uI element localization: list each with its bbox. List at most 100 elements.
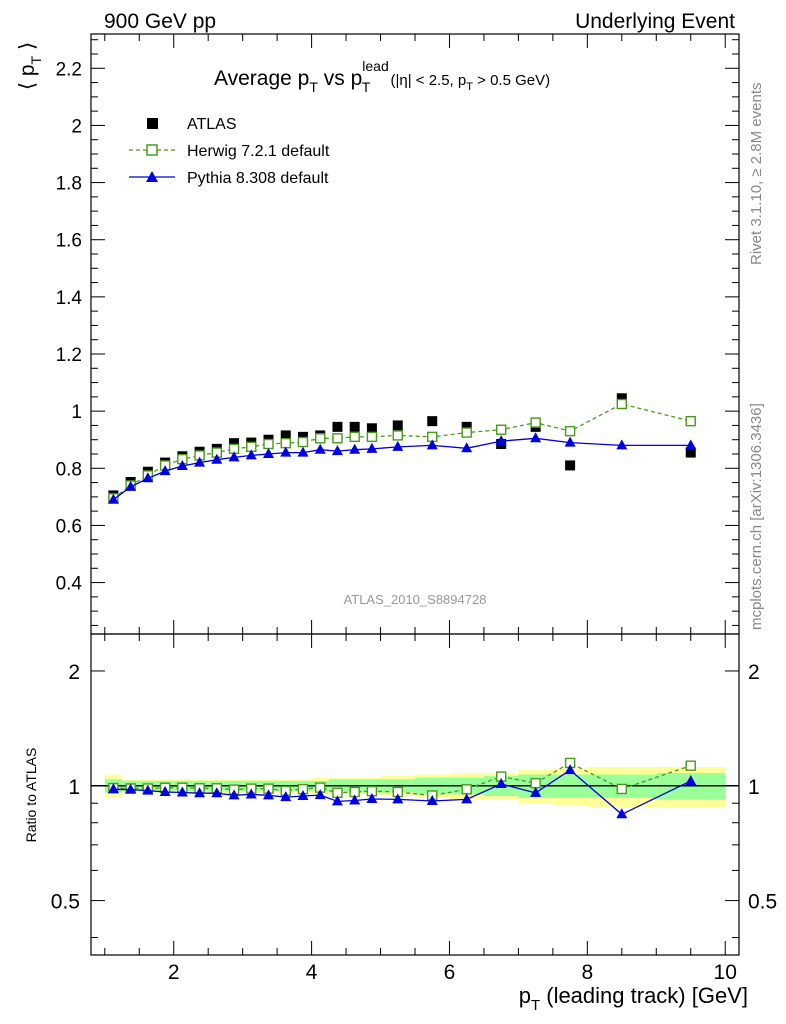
herwig-point (564, 425, 576, 437)
pythia-ratio-point (107, 783, 119, 794)
pythia-ratio-point (331, 795, 343, 806)
pythia-point (331, 445, 343, 456)
legend: ATLAS Herwig 7.2.1 default Pythia 8.308 … (129, 116, 330, 187)
herwig-point (616, 398, 628, 410)
pythia-ratio-point (616, 808, 628, 819)
legend-label-atlas: ATLAS (187, 116, 237, 133)
pythia-point (564, 436, 576, 447)
herwig-point (349, 431, 360, 443)
pythia-ratio-point (245, 788, 257, 799)
herwig-ratio-point (461, 784, 472, 795)
pythia-ratio-point (349, 794, 361, 805)
atlas-point (427, 416, 438, 427)
legend-marker-atlas (147, 118, 158, 129)
main-y-tick-label: 1.4 (56, 288, 83, 309)
pythia-ratio-point (461, 793, 473, 804)
legend-entry-atlas: ATLAS (147, 116, 237, 133)
herwig-point (461, 427, 472, 438)
main-y-tick-label: 1.2 (56, 345, 82, 366)
atlas-point (366, 423, 377, 434)
pythia-ratio-point (211, 787, 223, 798)
legend-marker-herwig (146, 144, 158, 156)
analysis-label: ATLAS_2010_S8894728 (344, 592, 487, 607)
pythia-point (280, 446, 292, 457)
pythia-point (245, 449, 257, 460)
pythia-ratio-point (685, 775, 697, 786)
herwig-point (297, 436, 309, 448)
pythia-point (685, 439, 697, 450)
atlas-point (349, 421, 360, 432)
herwig-point (263, 438, 274, 450)
pythia-point (211, 453, 223, 464)
atlas-point (616, 393, 627, 404)
pythia-point (263, 448, 275, 458)
legend-marker-pythia (146, 171, 158, 182)
herwig-ratio-point (530, 777, 541, 789)
pythia-point (107, 493, 119, 504)
ratio-y-axis-label: Ratio to ATLAS (23, 748, 39, 843)
atlas-point (565, 460, 576, 471)
legend-label-pythia: Pythia 8.308 default (187, 170, 329, 187)
herwig-point (315, 433, 326, 444)
pythia-ratio-point (263, 789, 275, 800)
pythia-point (228, 451, 240, 462)
legend-label-herwig: Herwig 7.2.1 default (187, 143, 330, 160)
ratio-y-tick-label-left: 1 (68, 776, 80, 799)
pythia-ratio-point (228, 789, 240, 800)
herwig-point (332, 433, 343, 444)
main-y-tick-label: 0.8 (56, 459, 82, 480)
pythia-ratio-point (530, 786, 542, 797)
atlas-point (685, 447, 696, 458)
atlas-point (461, 421, 472, 432)
herwig-ratio-point (616, 783, 628, 795)
pythia-ratio-point (159, 786, 171, 797)
ratio-y-tick-label-right: 0.5 (748, 891, 777, 914)
x-tick-label: 8 (581, 961, 593, 984)
pythia-ratio-point (142, 784, 154, 795)
main-y-axis-label: ⟨ pT ⟩ (16, 42, 44, 90)
herwig-point (495, 424, 507, 435)
pythia-point (349, 443, 361, 454)
atlas-point (332, 421, 343, 432)
rivet-version-label: Rivet 3.1.10, ≥ 2.8M events (748, 83, 765, 266)
herwig-point (392, 430, 403, 441)
main-y-tick-label: 1.8 (56, 174, 82, 195)
pythia-ratio-point (392, 793, 404, 804)
pythia-ratio-point (280, 791, 292, 802)
ratio-y-tick-label-right: 2 (748, 661, 760, 684)
herwig-line (113, 403, 691, 499)
series-layer (107, 393, 697, 819)
main-y-tick-label: 0.6 (56, 516, 82, 537)
pythia-point (159, 465, 171, 476)
pythia-point (176, 460, 188, 470)
pythia-point (314, 443, 326, 454)
pythia-point (366, 442, 378, 453)
herwig-point (366, 431, 378, 443)
main-y-tick-label: 1.6 (56, 231, 82, 252)
x-tick-label: 6 (444, 961, 456, 984)
x-axis-label: pT (leading track) [GeV] (519, 983, 748, 1014)
energy-label: 900 GeV pp (104, 10, 216, 33)
pythia-ratio-point (495, 777, 507, 788)
plot-title: Average pT vs plead T (|η| < 2.5, pT > 0.… (214, 58, 550, 95)
atlas-point (229, 438, 240, 449)
pythia-ratio-point (125, 783, 137, 794)
legend-entry-pythia: Pythia 8.308 default (129, 170, 329, 187)
herwig-point (280, 437, 291, 449)
pythia-point (495, 435, 507, 446)
pythia-point (461, 442, 473, 453)
pythia-ratio-point (297, 790, 309, 801)
pythia-ratio-point (564, 764, 576, 775)
pythia-ratio-point (426, 795, 438, 806)
pythia-point (297, 446, 309, 457)
herwig-point (685, 415, 696, 427)
atlas-point (280, 430, 291, 441)
main-y-tick-label: 2 (71, 116, 82, 137)
ratio-y-tick-label-left: 0.5 (51, 891, 80, 914)
x-tick-label: 10 (714, 961, 737, 984)
atlas-point (392, 420, 403, 431)
x-tick-label: 4 (306, 961, 318, 984)
pythia-ratio-point (194, 787, 206, 798)
mcplots-label: mcplots.cern.ch [arXiv:1306.3436] (748, 403, 765, 630)
